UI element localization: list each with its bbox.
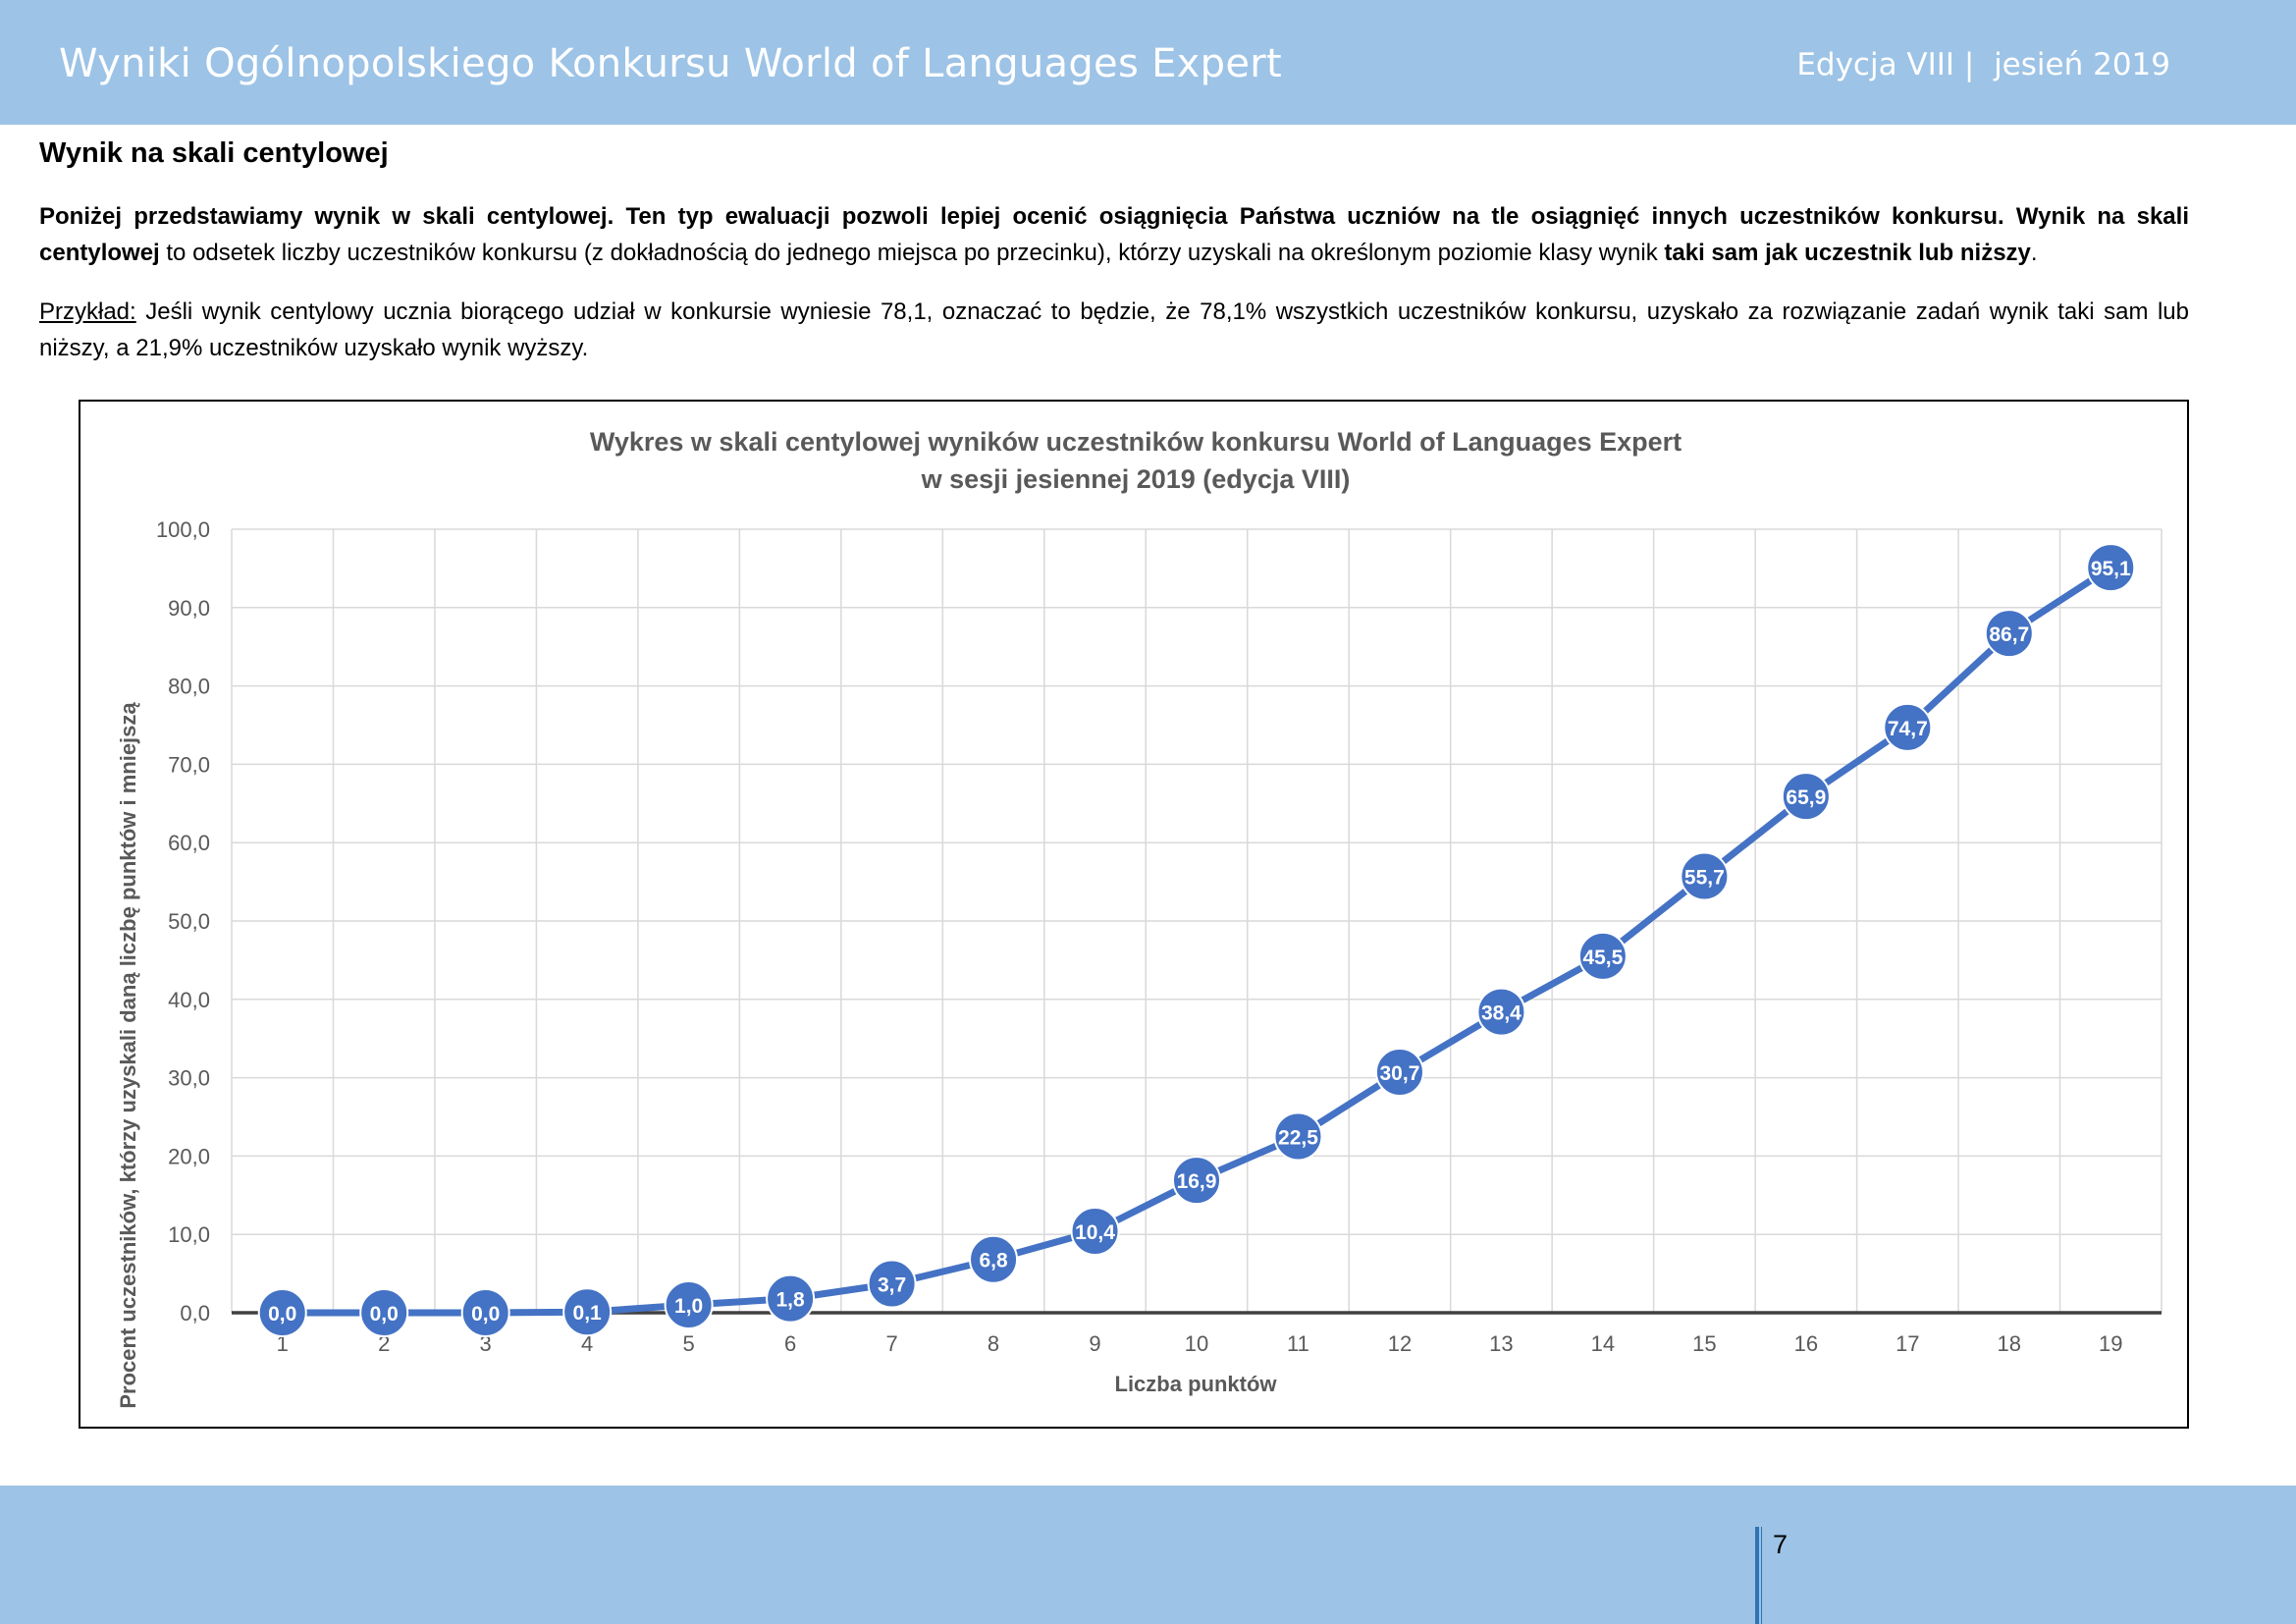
data-point-marker [867, 1259, 917, 1309]
data-label: 65,9 [1786, 786, 1826, 809]
x-tick-label: 9 [1089, 1331, 1100, 1356]
example-label: Przykład: [39, 298, 136, 325]
x-tick-label: 4 [581, 1331, 593, 1356]
x-tick-label: 8 [988, 1331, 999, 1356]
x-tick-label: 7 [885, 1331, 897, 1356]
data-point-marker [969, 1234, 1019, 1284]
y-tick-label: 100,0 [156, 517, 210, 542]
data-label: 38,4 [1481, 1002, 1522, 1025]
data-label: 0,0 [268, 1303, 296, 1326]
x-tick-label: 19 [2099, 1331, 2122, 1356]
intro-bold-end-text: taki sam jak uczestnik lub niższy [1664, 240, 2031, 266]
x-tick-label: 11 [1287, 1331, 1309, 1356]
header-title: Wyniki Ogólnopolskiego Konkursu World of… [59, 41, 1282, 86]
data-point-marker [1172, 1156, 1221, 1206]
data-label: 1,0 [674, 1295, 703, 1318]
x-tick-label: 14 [1591, 1331, 1615, 1356]
y-tick-label: 70,0 [168, 752, 210, 777]
data-point-marker [1984, 609, 2034, 659]
example-text: Jeśli wynik centylowy ucznia biorącego u… [39, 298, 2189, 361]
data-point-marker [257, 1288, 307, 1337]
x-tick-label: 3 [480, 1331, 492, 1356]
data-point-marker [766, 1273, 816, 1324]
chart-subtitle: w sesji jesiennej 2019 (edycja VIII) [921, 464, 1351, 494]
intro-bold-text: Poniżej przedstawiamy wynik w skali cent… [39, 203, 2189, 266]
page-footer [0, 1486, 2296, 1624]
data-label: 30,7 [1380, 1062, 1420, 1085]
header-edition: Edycja VIII | jesień 2019 [1796, 47, 2170, 82]
y-tick-label: 20,0 [168, 1144, 210, 1168]
x-tick-label: 2 [378, 1331, 390, 1356]
y-tick-label: 10,0 [168, 1222, 210, 1247]
x-tick-label: 6 [784, 1331, 796, 1356]
intro-normal-text: to odsetek liczby uczestników konkursu (… [159, 240, 1665, 266]
intro-end-text: . [2030, 240, 2038, 266]
data-point-marker [562, 1287, 613, 1337]
data-label: 22,5 [1278, 1126, 1318, 1149]
y-tick-label: 0,0 [180, 1301, 210, 1326]
data-label: 0,1 [573, 1302, 603, 1325]
x-tick-label: 17 [1896, 1331, 1919, 1356]
data-point-marker [359, 1288, 409, 1337]
section-title: Wynik na skali centylowej [39, 137, 389, 169]
data-point-marker [664, 1280, 714, 1330]
x-tick-label: 1 [277, 1331, 289, 1356]
x-tick-label: 5 [683, 1331, 695, 1356]
y-tick-label: 30,0 [168, 1066, 210, 1091]
data-point-marker [2086, 543, 2136, 593]
chart-svg: Wykres w skali centylowej wyników uczest… [116, 427, 2163, 1409]
data-point-marker [1883, 702, 1933, 752]
data-label: 0,0 [370, 1303, 399, 1326]
page-number: 7 [1773, 1530, 1789, 1559]
intro-paragraph: Poniżej przedstawiamy wynik w skali cent… [39, 198, 2189, 271]
chart-axes: 0,010,020,030,040,050,060,070,080,090,01… [156, 517, 2162, 1356]
x-tick-label: 13 [1489, 1331, 1513, 1356]
page-header: Wyniki Ogólnopolskiego Konkursu World of… [0, 0, 2296, 125]
x-tick-label: 18 [1998, 1331, 2021, 1356]
chart-title: Wykres w skali centylowej wyników uczest… [590, 427, 1682, 457]
chart-series: 0,0 0,0 0,0 0,1 1,0 1,8 3,7 6,8 10,4 16,9 22,5 30,7… [257, 543, 2136, 1337]
data-label: 86,7 [1989, 623, 2029, 646]
data-label: 0,0 [471, 1303, 500, 1326]
x-tick-label: 12 [1388, 1331, 1412, 1356]
data-point-marker [1273, 1111, 1323, 1162]
x-tick-label: 15 [1692, 1331, 1716, 1356]
data-point-marker [1577, 931, 1628, 981]
data-label: 74,7 [1888, 718, 1928, 740]
y-tick-label: 40,0 [168, 988, 210, 1012]
data-label: 16,9 [1177, 1170, 1217, 1193]
example-paragraph: Przykład: Jeśli wynik centylowy ucznia b… [39, 294, 2189, 366]
x-tick-label: 16 [1794, 1331, 1818, 1356]
y-tick-label: 50,0 [168, 909, 210, 934]
data-label: 1,8 [776, 1289, 806, 1312]
y-tick-label: 80,0 [168, 675, 210, 699]
data-label: 95,1 [2091, 558, 2131, 580]
y-tick-label: 90,0 [168, 596, 210, 621]
data-point-marker [1070, 1207, 1120, 1257]
y-axis-label: Procent uczestników, którzy uzyskali dan… [116, 702, 140, 1409]
chart-grid [231, 528, 2163, 1313]
percentile-chart: Wykres w skali centylowej wyników uczest… [79, 400, 2189, 1429]
data-label: 6,8 [979, 1250, 1008, 1272]
footer-divider-thin [1761, 1527, 1762, 1624]
data-point-marker [1781, 772, 1831, 822]
data-point-marker [1374, 1048, 1424, 1098]
data-label: 55,7 [1684, 867, 1725, 890]
data-point-marker [1680, 851, 1730, 901]
data-label: 45,5 [1582, 947, 1623, 969]
y-tick-label: 60,0 [168, 831, 210, 855]
data-point-marker [1476, 987, 1526, 1037]
data-point-marker [460, 1288, 510, 1337]
footer-divider [1755, 1527, 1759, 1624]
x-axis-label: Liczba punktów [1115, 1372, 1278, 1396]
data-label: 10,4 [1075, 1221, 1115, 1244]
x-tick-label: 10 [1185, 1331, 1208, 1356]
data-label: 3,7 [878, 1273, 906, 1296]
